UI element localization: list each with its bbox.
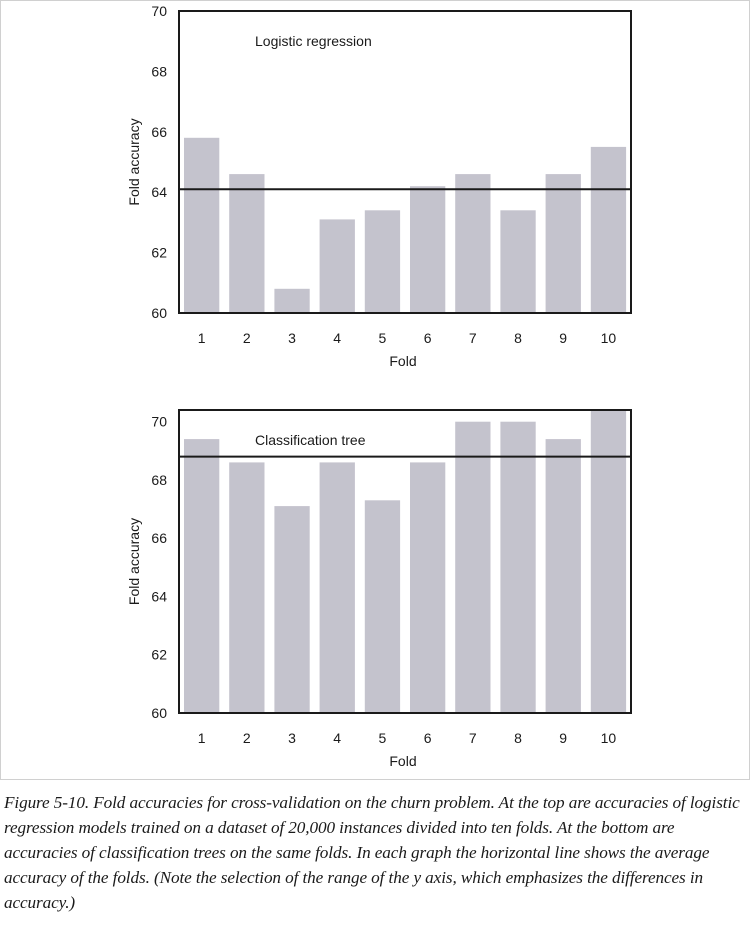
bottom-xtick-label-6: 6 (424, 730, 432, 746)
bottom-xtick-label-9: 9 (559, 730, 567, 746)
top-bar-fold-8 (500, 210, 536, 313)
top-ytick-label-64: 64 (151, 184, 167, 200)
top-bar-fold-6 (410, 186, 446, 313)
bottom-x-axis-label: Fold (389, 753, 416, 769)
top-x-axis-label: Fold (389, 353, 416, 369)
bottom-bar-fold-4 (319, 462, 355, 713)
bottom-ytick-label-62: 62 (151, 647, 167, 663)
top-bar-fold-7 (455, 174, 491, 313)
bottom-ytick-label-68: 68 (151, 472, 167, 488)
bottom-bar-fold-6 (410, 462, 446, 713)
figure-panel: 60 62 64 66 68 70 1 2 3 4 5 6 7 8 9 10 Fold Fold accuracy… (0, 0, 750, 780)
bottom-bar-fold-1 (184, 439, 220, 713)
bottom-ytick-label-66: 66 (151, 530, 167, 546)
bottom-xtick-label-3: 3 (288, 730, 296, 746)
top-xtick-label-8: 8 (514, 330, 522, 346)
bottom-ytick-label-64: 64 (151, 589, 167, 605)
bottom-plot-frame (178, 409, 632, 714)
bottom-bar-fold-9 (545, 439, 581, 713)
bottom-xtick-label-2: 2 (243, 730, 251, 746)
top-bar-fold-3 (274, 288, 310, 313)
top-bar-fold-1 (184, 137, 220, 313)
top-bar-fold-5 (364, 210, 401, 313)
bottom-y-axis-label: Fold accuracy (126, 518, 142, 605)
top-bar-fold-9 (545, 174, 581, 313)
top-xtick-label-5: 5 (379, 330, 387, 346)
top-xtick-label-4: 4 (333, 330, 341, 346)
bottom-xtick-label-4: 4 (333, 730, 341, 746)
bottom-bar-fold-10 (590, 410, 627, 713)
bottom-xtick-label-7: 7 (469, 730, 477, 746)
top-xtick-label-10: 10 (601, 330, 617, 346)
bottom-bar-fold-7 (455, 421, 491, 713)
top-bar-fold-2 (229, 174, 265, 313)
top-xtick-label-2: 2 (243, 330, 251, 346)
top-xtick-label-6: 6 (424, 330, 432, 346)
top-ytick-label-62: 62 (151, 245, 167, 261)
figure-caption: Figure 5-10. Fold accuracies for cross-v… (4, 793, 740, 912)
top-y-axis-label: Fold accuracy (126, 118, 142, 205)
bottom-bar-fold-8 (500, 421, 536, 713)
bottom-xtick-label-5: 5 (379, 730, 387, 746)
top-plot-frame (178, 10, 632, 314)
bottom-xtick-label-8: 8 (514, 730, 522, 746)
top-ytick-label-70: 70 (151, 3, 167, 19)
top-ytick-label-66: 66 (151, 124, 167, 140)
top-xtick-label-1: 1 (198, 330, 206, 346)
top-bar-fold-4 (319, 219, 355, 313)
bottom-xtick-label-10: 10 (601, 730, 617, 746)
top-xtick-label-7: 7 (469, 330, 477, 346)
bottom-bar-fold-2 (229, 462, 265, 713)
top-xtick-label-3: 3 (288, 330, 296, 346)
top-bar-fold-10 (590, 146, 627, 313)
top-ytick-label-68: 68 (151, 63, 167, 79)
bottom-bar-fold-3 (274, 506, 310, 713)
bottom-ytick-label-60: 60 (151, 705, 167, 721)
bottom-bar-fold-5 (364, 500, 401, 713)
top-xtick-label-9: 9 (559, 330, 567, 346)
bottom-chart-title: Classification tree (255, 432, 366, 448)
top-chart-title: Logistic regression (255, 33, 372, 49)
bottom-ytick-label-70: 70 (151, 414, 167, 430)
bottom-xtick-label-1: 1 (198, 730, 206, 746)
top-ytick-label-60: 60 (151, 305, 167, 321)
